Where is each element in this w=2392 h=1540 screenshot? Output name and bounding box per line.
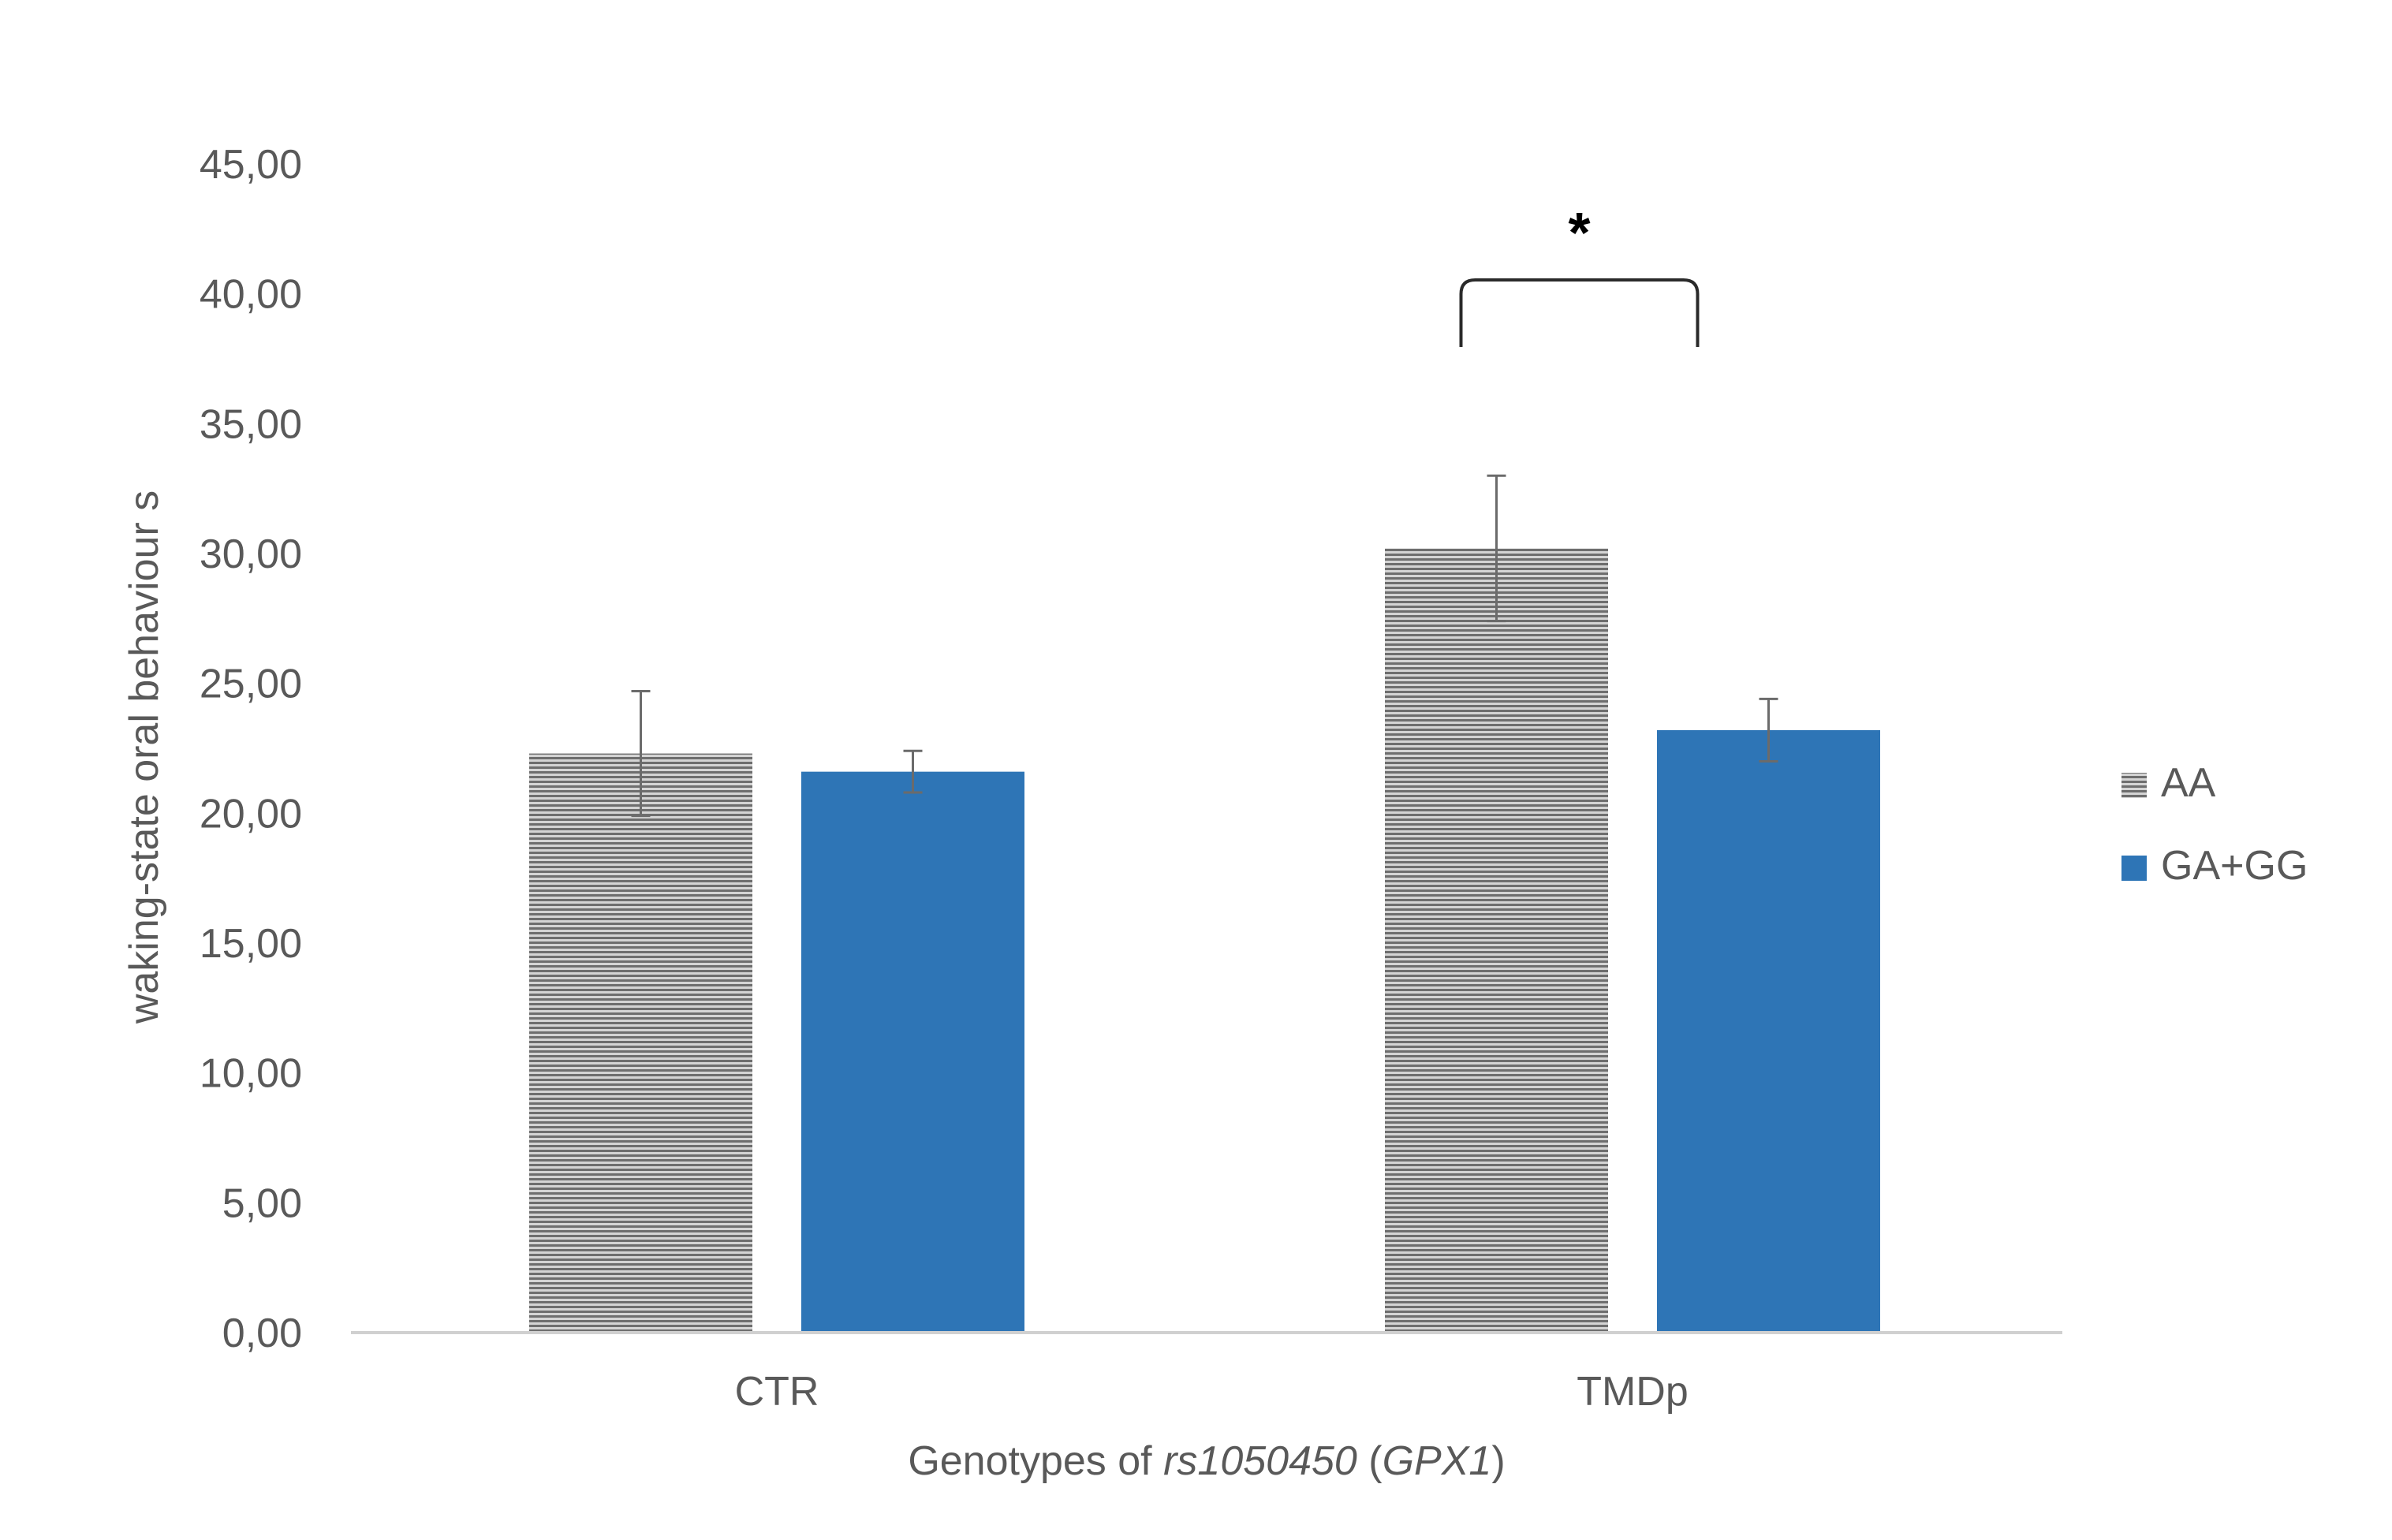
y-tick-label: 25,00 <box>200 662 302 707</box>
y-tick-label: 30,00 <box>200 531 302 577</box>
y-tick-label: 40,00 <box>200 272 302 318</box>
legend-swatch <box>2121 773 2147 798</box>
error-bars <box>631 474 1778 818</box>
y-tick-label: 45,00 <box>200 142 302 188</box>
significance-star: * <box>1568 202 1590 265</box>
legend-label: AA <box>2161 760 2216 806</box>
y-axis-ticks: 0,00 5,00 10,00 15,00 20,00 25,00 30,00 35,00 40… <box>200 142 302 1356</box>
error-bar <box>903 749 923 794</box>
legend-label: GA+GG <box>2161 843 2308 889</box>
x-tick-label: CTR <box>735 1369 819 1415</box>
x-axis-ticks: CTR TMDp <box>735 1369 1689 1415</box>
y-tick-label: 5,00 <box>222 1180 302 1226</box>
x-tick-label: TMDp <box>1577 1369 1689 1415</box>
error-bar <box>1487 474 1506 623</box>
y-tick-label: 35,00 <box>200 401 302 447</box>
bars <box>529 548 1880 1333</box>
x-axis-title: Genotypes of rs1050450 (GPX1) <box>908 1438 1505 1484</box>
significance-annotation: * <box>1459 202 1700 347</box>
y-tick-label: 15,00 <box>200 921 302 967</box>
bar-aa-tmdp <box>1385 548 1608 1333</box>
legend: AA GA+GG <box>2121 760 2308 889</box>
y-tick-label: 10,00 <box>200 1051 302 1097</box>
bar-ga-gg-ctr <box>801 771 1024 1333</box>
error-bar <box>631 690 651 818</box>
y-tick-label: 20,00 <box>200 791 302 837</box>
y-tick-label: 0,00 <box>222 1311 302 1356</box>
error-bar <box>1759 697 1778 763</box>
bar-ga-gg-tmdp <box>1657 729 1880 1333</box>
y-axis-title: waking-state oral behaviour s <box>121 490 167 1024</box>
significance-bracket <box>1459 278 1700 347</box>
legend-swatch <box>2121 856 2147 881</box>
bar-aa-ctr <box>529 753 752 1333</box>
